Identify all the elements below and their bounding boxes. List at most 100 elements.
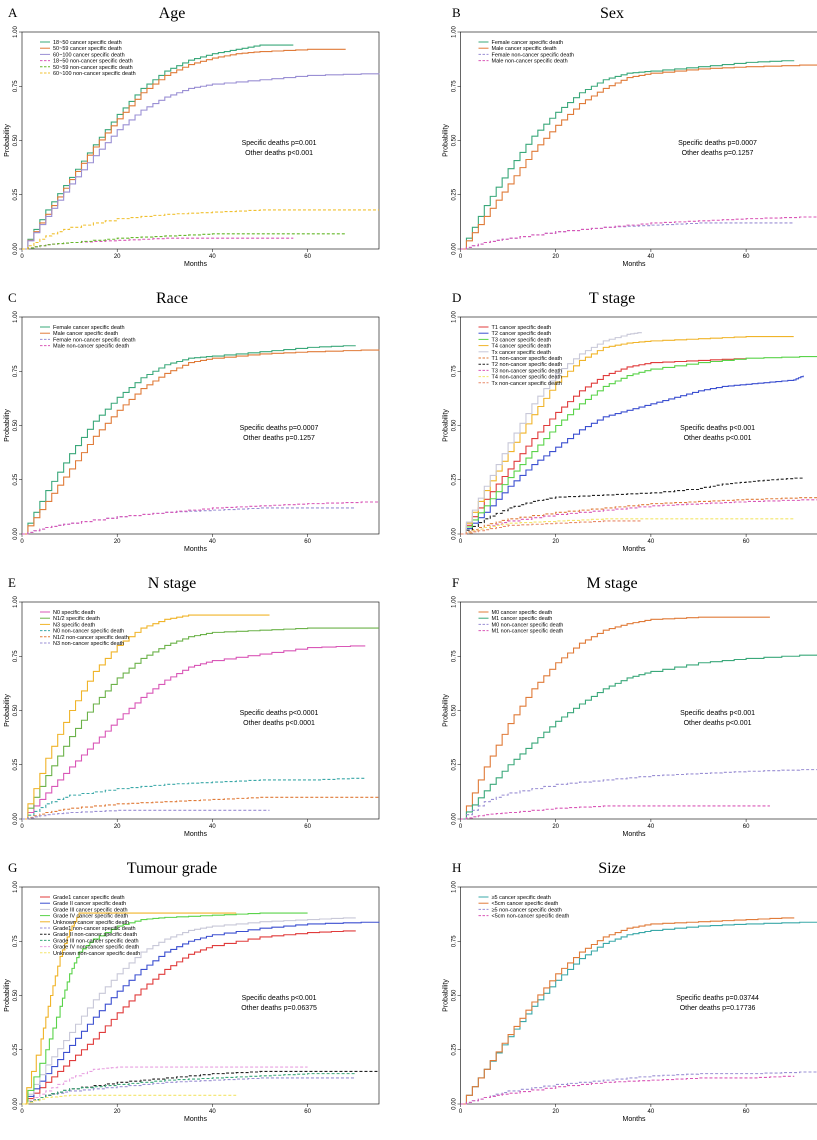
legend-entry: T2 cancer specific death bbox=[492, 331, 552, 337]
series-line bbox=[460, 1075, 795, 1105]
legend-entry: 18~50 cancer specific death bbox=[53, 40, 122, 46]
x-tick-label: 0 bbox=[459, 254, 463, 260]
specific-deaths-pvalue: Specific deaths p=0.001 bbox=[242, 140, 317, 147]
legend-entry: N3 specific death bbox=[53, 622, 95, 628]
specific-deaths-pvalue: Specific deaths p<0.0001 bbox=[240, 710, 319, 717]
legend-entry: M1 cancer specific death bbox=[492, 616, 553, 622]
legend-entry: Grade1 cancer specific death bbox=[53, 895, 125, 901]
legend-entry: 60~100 non-cancer specific death bbox=[53, 71, 136, 77]
y-tick-label: 0.00 bbox=[13, 1098, 19, 1110]
series-line bbox=[22, 73, 380, 250]
series-line bbox=[460, 375, 804, 535]
y-tick-label: 0.25 bbox=[13, 188, 19, 200]
legend-entry: T1 non-cancer specific death bbox=[492, 356, 563, 362]
x-tick-label: 20 bbox=[114, 539, 121, 545]
legend-entry: 50~59 non-cancer specific death bbox=[53, 65, 133, 71]
panel-title: Race bbox=[156, 290, 188, 307]
series-line bbox=[460, 917, 795, 1105]
y-tick-label: 0.50 bbox=[13, 134, 19, 146]
series-line bbox=[22, 796, 379, 820]
series-line bbox=[460, 518, 794, 535]
y-tick-label: 0.75 bbox=[452, 365, 458, 377]
y-tick-label: 0.25 bbox=[13, 1043, 19, 1055]
panel-h: H Size 0.00 0.25 0.50 0.75 1.00 0 20 40 60 Months Pr… bbox=[443, 860, 817, 1123]
legend-entry: N0 non-cancer specific death bbox=[53, 629, 124, 635]
panel-e: E N stage 0.00 0.25 0.50 0.75 1.00 0 20 40 60 Month… bbox=[4, 575, 380, 838]
x-tick-label: 60 bbox=[743, 254, 750, 260]
y-tick-label: 0.25 bbox=[452, 188, 458, 200]
y-tick-label: 0.75 bbox=[13, 650, 19, 662]
panel-letter: E bbox=[8, 575, 16, 590]
x-tick-label: 60 bbox=[304, 539, 311, 545]
other-deaths-pvalue: Other deaths p=0.06375 bbox=[241, 1005, 317, 1012]
series-line bbox=[460, 1071, 817, 1105]
x-tick-label: 20 bbox=[552, 539, 559, 545]
x-tick-label: 60 bbox=[743, 1109, 750, 1115]
y-tick-label: 0.00 bbox=[13, 528, 19, 540]
y-tick-label: 0.75 bbox=[452, 80, 458, 92]
legend-entry: ≥5 non-cancer specific death bbox=[492, 907, 562, 913]
series-line bbox=[22, 912, 237, 1105]
legend-entry: Male non-cancer specific death bbox=[492, 59, 568, 65]
y-tick-label: 0.50 bbox=[452, 989, 458, 1001]
panel-letter: H bbox=[452, 860, 461, 875]
series-line bbox=[460, 216, 817, 250]
series-line bbox=[460, 616, 770, 820]
x-tick-label: 0 bbox=[20, 254, 24, 260]
specific-deaths-pvalue: Specific deaths p=0.0007 bbox=[678, 140, 757, 147]
legend-entry: 50~59 cancer specific death bbox=[53, 46, 122, 52]
y-tick-label: 0.75 bbox=[13, 365, 19, 377]
legend-entry: M0 cancer specific death bbox=[492, 610, 553, 616]
y-axis-label: Probability bbox=[4, 409, 11, 442]
series-line bbox=[22, 1066, 308, 1105]
legend-entry: T4 non-cancer specific death bbox=[492, 375, 563, 381]
y-tick-label: 0.25 bbox=[13, 473, 19, 485]
x-tick-label: 0 bbox=[20, 1109, 24, 1115]
legend-entry: T1 cancer specific death bbox=[492, 325, 552, 331]
legend-entry: T3 cancer specific death bbox=[492, 337, 552, 343]
legend-entry: T4 cancer specific death bbox=[492, 344, 552, 350]
legend-entry: Grade II non-cancer specific death bbox=[53, 932, 137, 938]
y-tick-label: 1.00 bbox=[452, 881, 458, 893]
legend-entry: Grade III cancer specific death bbox=[53, 907, 128, 913]
y-axis-label: Probability bbox=[4, 124, 11, 157]
panel-f: F M stage 0.00 0.25 0.50 0.75 1.00 0 20 40 60 Month… bbox=[443, 575, 817, 838]
y-tick-label: 0.00 bbox=[452, 1098, 458, 1110]
other-deaths-pvalue: Other deaths p<0.001 bbox=[684, 435, 752, 442]
y-tick-label: 1.00 bbox=[452, 596, 458, 608]
series-line bbox=[22, 614, 270, 820]
legend-entry: N0 specific death bbox=[53, 610, 95, 616]
series-line bbox=[460, 64, 817, 250]
series-line bbox=[22, 349, 380, 535]
x-tick-label: 20 bbox=[552, 254, 559, 260]
y-tick-label: 0.00 bbox=[452, 528, 458, 540]
legend-entry: <5cm non-cancer specific death bbox=[492, 914, 570, 920]
legend-entry: N1/2 non-cancer specific death bbox=[53, 635, 129, 641]
legend-entry: Grade IV non-cancer specific death bbox=[53, 945, 139, 951]
y-tick-label: 0.25 bbox=[452, 1043, 458, 1055]
legend-entry: ≥5 cancer specific death bbox=[492, 895, 551, 901]
series-line bbox=[22, 507, 356, 535]
y-tick-label: 1.00 bbox=[13, 311, 19, 323]
series-line bbox=[22, 645, 366, 820]
legend-entry: N3 non-cancer specific death bbox=[53, 641, 124, 647]
panel-c: C Race 0.00 0.25 0.50 0.75 1.00 0 20 40 60 Months Pr… bbox=[4, 290, 380, 553]
y-axis-label: Probability bbox=[4, 694, 11, 727]
specific-deaths-pvalue: Specific deaths p=0.03744 bbox=[676, 995, 759, 1002]
panel-title: Age bbox=[159, 5, 186, 22]
series-line bbox=[22, 209, 379, 250]
legend-entry: N1/2 specific death bbox=[53, 616, 100, 622]
legend-entry: Unknown cancer specific death bbox=[53, 920, 129, 926]
series-line bbox=[460, 222, 794, 250]
x-tick-label: 60 bbox=[304, 254, 311, 260]
y-tick-label: 1.00 bbox=[452, 311, 458, 323]
legend-entry: Male non-cancer specific death bbox=[53, 344, 129, 350]
series-line bbox=[460, 332, 642, 535]
y-tick-label: 0.00 bbox=[452, 813, 458, 825]
panel-title: T stage bbox=[589, 290, 635, 307]
panel-title: Tumour grade bbox=[127, 860, 218, 877]
y-tick-label: 1.00 bbox=[13, 596, 19, 608]
series-line bbox=[460, 497, 817, 535]
x-tick-label: 40 bbox=[209, 254, 216, 260]
